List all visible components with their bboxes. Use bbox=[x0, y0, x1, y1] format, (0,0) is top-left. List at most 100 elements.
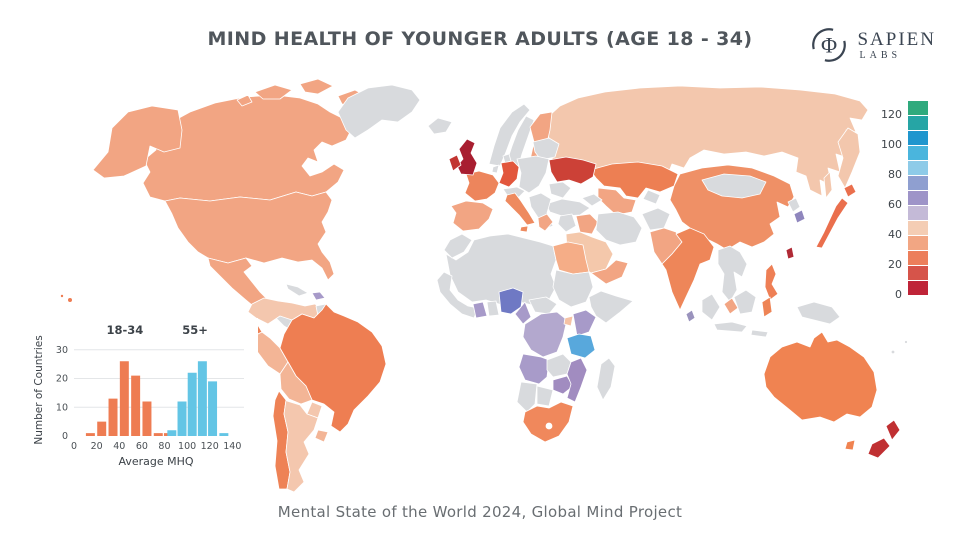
y-axis-label: Number of Countries bbox=[33, 335, 45, 444]
country-bolivia bbox=[279, 361, 313, 405]
histogram-bar-18-34 bbox=[119, 361, 129, 436]
legend-tick-label: 80 bbox=[888, 168, 902, 181]
region-yemen-oman bbox=[590, 259, 629, 285]
x-tick-label: 40 bbox=[113, 441, 125, 452]
region-pacific-island bbox=[890, 349, 896, 355]
region-hawaii bbox=[67, 297, 73, 303]
logo-wordmark: SAPIEN LABS bbox=[857, 30, 936, 61]
country-uk bbox=[456, 138, 478, 176]
country-argentina bbox=[283, 399, 319, 493]
region-north-africa bbox=[445, 233, 557, 307]
country-south-africa bbox=[522, 401, 574, 443]
x-tick-label: 120 bbox=[201, 441, 219, 452]
legend-color-cell bbox=[908, 281, 928, 295]
region-benelux bbox=[491, 164, 500, 174]
legend-tick-labels: 120 100 80 60 40 20 0 bbox=[868, 101, 902, 301]
country-iceland bbox=[427, 117, 453, 135]
legend-color-cell bbox=[908, 236, 928, 250]
country-sri-lanka bbox=[685, 309, 696, 323]
region-horn-of-africa bbox=[588, 290, 634, 324]
region-pacific-island-2 bbox=[904, 340, 908, 344]
y-tick-label: 20 bbox=[56, 374, 68, 385]
country-turkey bbox=[545, 198, 591, 217]
histogram-bar-55+ bbox=[167, 430, 177, 436]
legend-color-cell bbox=[908, 191, 928, 205]
region-new-guinea bbox=[796, 301, 841, 325]
country-tanzania bbox=[566, 333, 596, 359]
legend-tick-label: 0 bbox=[895, 288, 902, 301]
legend-tick-label: 20 bbox=[888, 258, 902, 271]
x-tick-label: 60 bbox=[136, 441, 148, 452]
country-ivory-coast bbox=[472, 301, 488, 319]
country-iran bbox=[595, 211, 643, 246]
country-taiwan bbox=[785, 246, 795, 260]
legend-tick-label: 40 bbox=[888, 228, 902, 241]
country-cuba bbox=[285, 283, 309, 297]
region-sakhalin bbox=[823, 171, 833, 199]
sapien-labs-logo: Φ SAPIEN LABS bbox=[808, 24, 936, 66]
histogram-bar-18-34 bbox=[153, 433, 163, 436]
country-new-zealand bbox=[867, 419, 901, 459]
legend-color-cell bbox=[908, 266, 928, 280]
region-java bbox=[713, 321, 748, 333]
country-kazakhstan bbox=[589, 161, 679, 199]
region-sulawesi bbox=[761, 296, 773, 318]
country-namibia bbox=[516, 381, 538, 413]
country-greenland bbox=[337, 84, 421, 139]
logo-brand-name: SAPIEN bbox=[857, 28, 936, 50]
country-mozambique bbox=[566, 357, 588, 403]
region-hispaniola bbox=[311, 291, 326, 301]
region-kamchatka bbox=[837, 127, 861, 189]
histogram-bar-18-34 bbox=[108, 398, 118, 436]
legend-tick-label: 100 bbox=[881, 138, 902, 151]
legend-color-cell bbox=[908, 101, 928, 115]
country-morocco bbox=[443, 233, 473, 259]
country-cameroon bbox=[514, 301, 532, 325]
region-west-africa bbox=[436, 271, 479, 319]
svg-text:Φ: Φ bbox=[821, 32, 837, 57]
x-axis-label: Average MHQ bbox=[118, 455, 193, 468]
page-title: MIND HEALTH OF YOUNGER ADULTS (AGE 18 - … bbox=[207, 28, 753, 50]
histogram-bar-18-34 bbox=[142, 401, 152, 436]
country-north-korea bbox=[787, 197, 801, 213]
region-alaska bbox=[92, 105, 183, 179]
y-tick-label: 30 bbox=[56, 345, 68, 356]
country-botswana bbox=[536, 385, 554, 407]
histogram-bar-55+ bbox=[219, 433, 229, 436]
y-tick-label: 10 bbox=[56, 402, 68, 413]
histogram-bar-18-34 bbox=[97, 421, 107, 436]
legend-color-cell bbox=[908, 131, 928, 145]
country-egypt bbox=[552, 241, 590, 275]
series-label-18-34: 18-34 bbox=[107, 323, 144, 337]
country-france bbox=[464, 170, 500, 202]
histogram-bar-55+ bbox=[187, 372, 197, 436]
phi-logo-icon: Φ bbox=[812, 28, 847, 62]
country-philippines bbox=[764, 263, 779, 301]
region-central-europe bbox=[516, 155, 550, 194]
country-kenya bbox=[572, 309, 597, 337]
x-tick-label: 140 bbox=[223, 441, 241, 452]
country-germany bbox=[498, 160, 520, 188]
country-australia bbox=[763, 331, 878, 423]
country-sudan bbox=[552, 269, 594, 308]
histogram-svg: 0 10 20 30 0 20 40 60 80 100 120 140 18-34 55+ Average… bbox=[33, 323, 244, 468]
legend-tick-label: 60 bbox=[888, 198, 902, 211]
histogram-bar-55+ bbox=[208, 381, 218, 436]
country-madagascar bbox=[596, 357, 616, 401]
region-indochina bbox=[717, 245, 748, 303]
country-usa bbox=[164, 191, 335, 281]
x-tick-label: 20 bbox=[91, 441, 103, 452]
country-south-korea bbox=[793, 209, 806, 224]
x-tick-label: 0 bbox=[71, 441, 77, 452]
legend-color-cell bbox=[908, 176, 928, 190]
region-kyrgyzstan bbox=[642, 189, 661, 205]
country-india bbox=[661, 227, 715, 311]
region-tasmania bbox=[844, 439, 856, 451]
inset-histogram-chart: 0 10 20 30 0 20 40 60 80 100 120 140 18-34 55+ Average… bbox=[30, 318, 258, 474]
region-lesser-sunda bbox=[750, 329, 769, 338]
legend-color-cell bbox=[908, 206, 928, 220]
histogram-bar-55+ bbox=[177, 401, 187, 436]
region-sumatra bbox=[701, 293, 721, 321]
